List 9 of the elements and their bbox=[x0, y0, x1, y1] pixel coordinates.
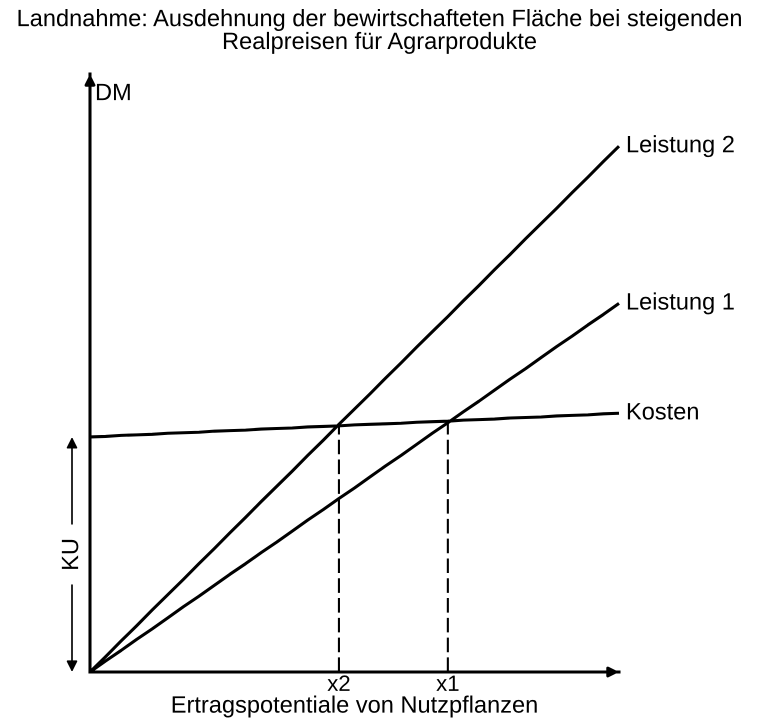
series-label: Leistung 2 bbox=[628, 135, 734, 158]
x-tick-label: x2 bbox=[327, 675, 350, 691]
series-label: Kosten bbox=[628, 403, 698, 420]
x-tick-label: x1 bbox=[436, 676, 459, 691]
chart-title: Landnahme: Ausdehnung der bewirtschafteten Fläche bei steigenden Realpreisen für Agrarprodukte bbox=[18, 9, 741, 54]
y-axis-title: DM bbox=[96, 84, 130, 100]
series-label: Leistung 1 bbox=[628, 292, 734, 314]
text: KU bbox=[62, 540, 78, 569]
x-axis-title: Ertragspotentiale von Nutzpflanzen bbox=[172, 695, 537, 718]
